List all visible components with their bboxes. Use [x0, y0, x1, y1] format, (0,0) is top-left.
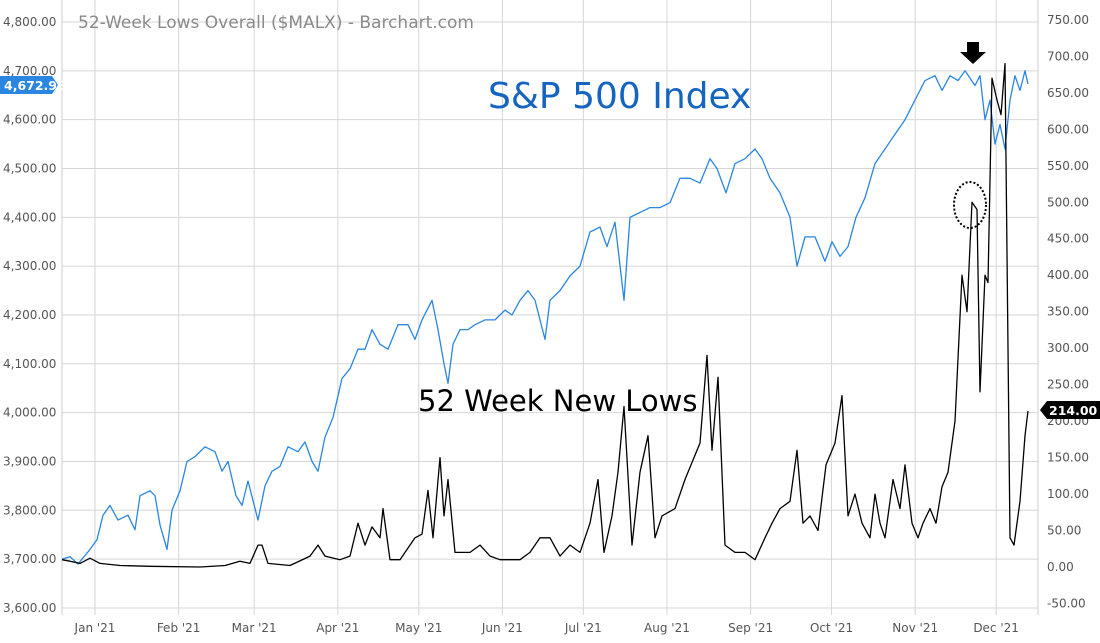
left-tick-label: 4,200.00	[3, 308, 56, 322]
left-tick-label: 4,600.00	[3, 113, 56, 127]
right-tick-label: 100.00	[1047, 487, 1089, 501]
x-tick-label: May '21	[395, 621, 442, 635]
left-tick-label: 4,500.00	[3, 161, 56, 175]
x-tick-label: Apr '21	[316, 621, 359, 635]
right-tick-label: 0.00	[1047, 560, 1074, 574]
left-tick-label: 3,600.00	[3, 601, 56, 615]
right-axis: -50.000.0050.00100.00150.00200.00250.003…	[1047, 13, 1089, 611]
right-tick-label: 550.00	[1047, 159, 1089, 173]
x-axis: Jan '21 Feb '21 Mar '21 Apr '21 May '21 Jun '…	[74, 621, 1019, 635]
x-tick-label: Aug '21	[644, 621, 690, 635]
right-tick-label: 450.00	[1047, 232, 1089, 246]
right-tick-label: 650.00	[1047, 86, 1089, 100]
right-tick-label: 50.00	[1047, 524, 1081, 538]
right-tick-label: 700.00	[1047, 49, 1089, 63]
new-lows-line	[61, 62, 1029, 568]
sp500-last-label: 4,672.96	[0, 76, 66, 94]
chart-title: 52-Week Lows Overall ($MALX) - Barchart.…	[78, 13, 474, 33]
left-tick-label: 4,100.00	[3, 357, 56, 371]
x-tick-label: Nov '21	[892, 621, 938, 635]
x-tick-label: Jun '21	[481, 621, 523, 635]
x-tick-label: Oct '21	[810, 621, 853, 635]
left-axis: 3,600.00 3,700.00 3,800.00 3,900.00 4,000.00…	[3, 15, 56, 615]
lows-last-value: 214.00	[1049, 403, 1098, 418]
x-tick-label: Jul '21	[564, 621, 602, 635]
left-tick-label: 4,000.00	[3, 406, 56, 420]
annotation-sp500: S&P 500 Index	[488, 76, 751, 117]
right-tick-label: 300.00	[1047, 341, 1089, 355]
x-tick-label: Feb '21	[157, 621, 201, 635]
right-tick-label: 600.00	[1047, 122, 1089, 136]
left-tick-label: 4,800.00	[3, 15, 56, 29]
left-tick-label: 3,800.00	[3, 503, 56, 517]
x-tick-label: Sep '21	[728, 621, 773, 635]
x-tick-label: Dec '21	[973, 621, 1019, 635]
x-tick-label: Jan '21	[74, 621, 116, 635]
left-tick-label: 4,300.00	[3, 259, 56, 273]
sp500-line	[61, 70, 1029, 565]
annotation-new-lows: 52 Week New Lows	[418, 384, 697, 418]
right-tick-label: 400.00	[1047, 268, 1089, 282]
right-tick-label: -50.00	[1047, 596, 1086, 610]
left-tick-label: 3,700.00	[3, 552, 56, 566]
circle-annotation	[953, 181, 987, 229]
right-tick-label: 500.00	[1047, 195, 1089, 209]
right-tick-label: 250.00	[1047, 378, 1089, 392]
right-tick-label: 150.00	[1047, 451, 1089, 465]
left-tick-label: 4,400.00	[3, 210, 56, 224]
left-tick-label: 3,900.00	[3, 454, 56, 468]
sp500-last-value: 4,672.96	[4, 78, 66, 93]
right-tick-label: 350.00	[1047, 305, 1089, 319]
left-tick-label: 4,700.00	[3, 64, 56, 78]
arrow-down-icon	[960, 42, 986, 64]
right-tick-label: 750.00	[1047, 13, 1089, 27]
x-tick-label: Mar '21	[232, 621, 277, 635]
lows-last-label: 214.00	[1040, 401, 1100, 419]
series	[61, 62, 1029, 568]
